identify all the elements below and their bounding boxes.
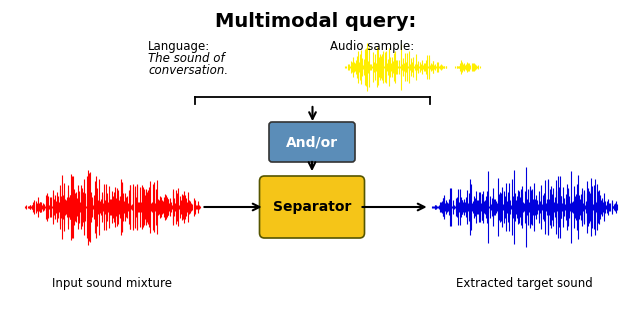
Text: Extracted target sound: Extracted target sound [456, 277, 592, 290]
FancyBboxPatch shape [260, 176, 365, 238]
Text: Separator: Separator [273, 200, 351, 214]
Text: Multimodal query:: Multimodal query: [216, 12, 416, 31]
Text: Audio sample:: Audio sample: [330, 40, 414, 53]
Text: conversation.: conversation. [148, 64, 228, 77]
Text: The sound of: The sound of [148, 52, 224, 65]
Text: And/or: And/or [286, 135, 338, 149]
FancyBboxPatch shape [269, 122, 355, 162]
Text: Language:: Language: [148, 40, 210, 53]
Text: Input sound mixture: Input sound mixture [52, 277, 172, 290]
